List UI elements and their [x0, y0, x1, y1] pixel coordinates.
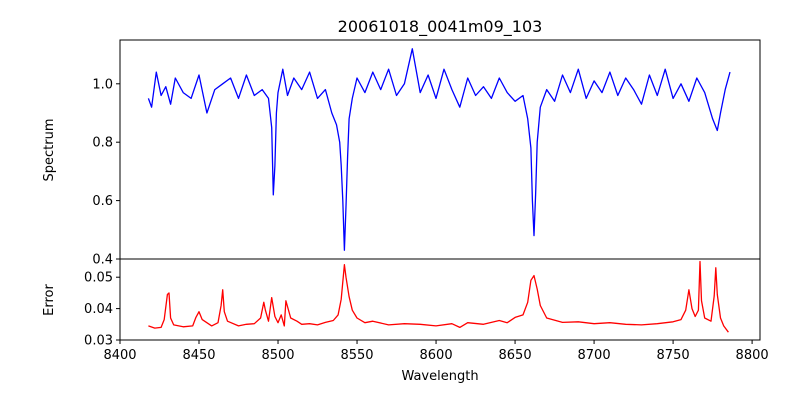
error-x-ticks: 8400 8450 8500 8550 8600 8650 8700 8750 8800 — [103, 340, 769, 363]
chart-title: 20061018_0041m09_103 — [338, 17, 543, 37]
error-series-line — [148, 260, 729, 333]
x-tick-label: 8600 — [420, 348, 453, 363]
x-tick-label: 8800 — [736, 348, 769, 363]
error-panel: 0.03 0.04 0.05 8400 8450 8500 8550 8600 8650 870… — [42, 258, 769, 384]
spectrum-y-tick-label: 0.6 — [92, 194, 113, 209]
error-y-axis-label: Error — [42, 284, 57, 316]
spectrum-y-axis-label: Spectrum — [42, 119, 57, 182]
x-tick-label: 8700 — [578, 348, 611, 363]
x-axis-label: Wavelength — [401, 369, 478, 384]
x-tick-label: 8550 — [340, 348, 373, 363]
x-tick-label: 8450 — [182, 348, 215, 363]
error-plot-frame — [119, 258, 761, 341]
spectrum-panel: 0.4 0.6 0.8 1.0 Spectrum — [42, 39, 761, 268]
spectrum-series-line — [147, 48, 731, 251]
error-y-tick-label: 0.04 — [84, 302, 113, 317]
x-tick-label: 8400 — [103, 348, 136, 363]
spectrum-y-tick-label: 0.4 — [92, 253, 113, 268]
spectrum-y-tick-label: 0.8 — [92, 136, 113, 151]
error-y-tick-label: 0.05 — [84, 271, 113, 286]
error-y-ticks: 0.03 0.04 0.05 — [84, 271, 120, 349]
x-tick-label: 8500 — [261, 348, 294, 363]
spectrum-y-ticks: 0.4 0.6 0.8 1.0 — [92, 77, 120, 268]
x-tick-label: 8750 — [657, 348, 690, 363]
error-y-tick-label: 0.03 — [84, 334, 113, 349]
spectrum-y-tick-label: 1.0 — [92, 77, 113, 92]
x-tick-label: 8650 — [499, 348, 532, 363]
